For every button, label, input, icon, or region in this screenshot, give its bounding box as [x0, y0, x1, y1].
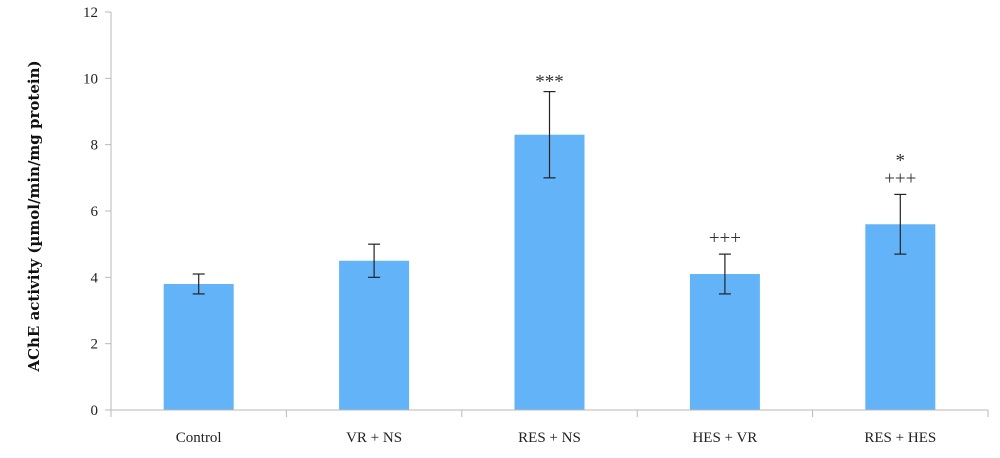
- category-label: RES + NS: [518, 430, 581, 446]
- significance-annotations: ***+++*+++: [535, 72, 916, 250]
- category-label: HES + VR: [692, 430, 757, 446]
- error-bar: [192, 273, 205, 295]
- error-bar: [543, 90, 556, 179]
- significance-label: ***: [535, 72, 564, 93]
- y-tick-label: 12: [83, 5, 98, 21]
- category-labels: Control VR + NS RES + NS HES + VR RES + HES: [176, 430, 936, 446]
- bars: [163, 134, 936, 410]
- category-label: VR + NS: [346, 430, 402, 446]
- error-bar: [894, 193, 907, 255]
- error-bar: [718, 253, 731, 295]
- category-label: RES + HES: [864, 430, 936, 446]
- y-tick-label: 0: [91, 403, 99, 419]
- category-label: Control: [176, 430, 222, 446]
- y-tick-label: 6: [91, 204, 99, 220]
- bar: [865, 224, 936, 410]
- error-bar: [368, 243, 381, 278]
- y-tick-label: 10: [83, 71, 98, 87]
- bar: [514, 134, 585, 410]
- y-axis-ticks: 0 2 4 6 8 10 12: [83, 5, 112, 419]
- y-tick-label: 4: [91, 270, 99, 286]
- y-axis-title: AChE activity (µmol/min/mg protein): [25, 60, 43, 372]
- significance-label: +++: [884, 168, 916, 189]
- bar: [689, 274, 760, 410]
- y-tick-label: 8: [91, 138, 99, 154]
- error-bars: [192, 90, 907, 295]
- bar: [339, 260, 410, 410]
- x-axis: [110, 409, 989, 417]
- significance-label: *: [896, 150, 906, 171]
- significance-label: +++: [709, 228, 741, 249]
- bar: [163, 283, 234, 410]
- y-tick-label: 2: [91, 337, 99, 353]
